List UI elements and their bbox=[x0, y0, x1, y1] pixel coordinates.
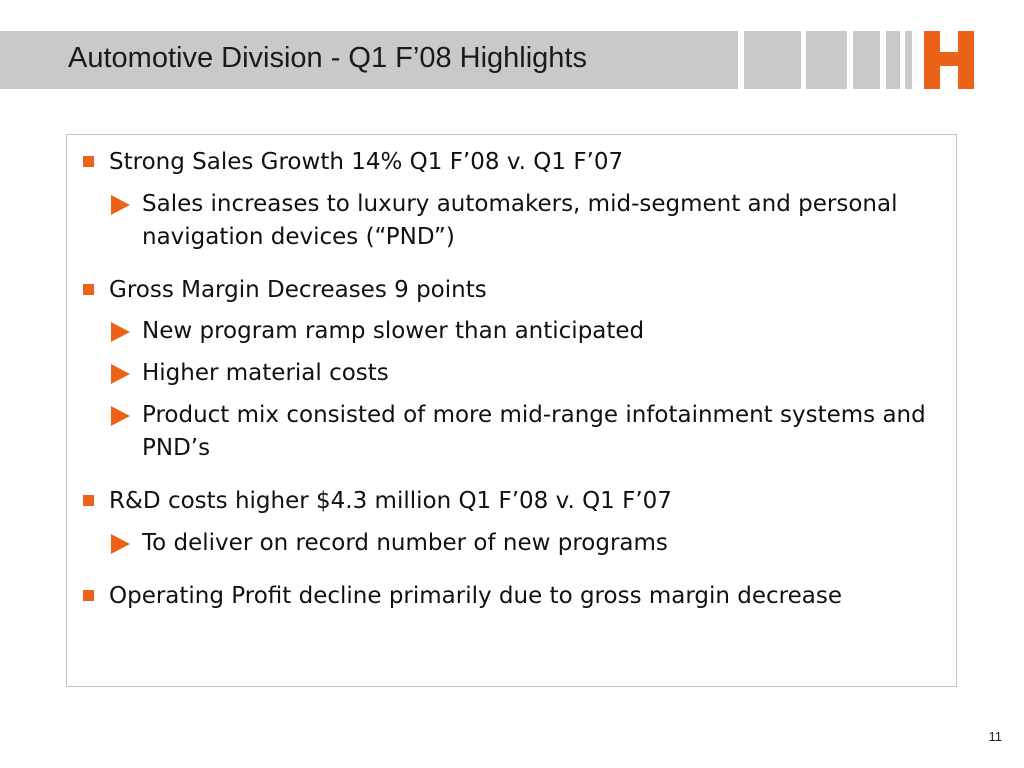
content-box bbox=[66, 134, 957, 687]
sub-bullet-text: To deliver on record number of new progr… bbox=[142, 530, 668, 556]
header-stripe bbox=[806, 31, 847, 89]
triangle-bullet-icon bbox=[111, 534, 130, 554]
bullet-text: Operating Profit decline primarily due t… bbox=[109, 583, 843, 609]
sub-bullet-item: To deliver on record number of new progr… bbox=[111, 527, 951, 560]
sub-bullet-text: Higher material costs bbox=[142, 360, 389, 386]
bullet-text: Gross Margin Decreases 9 points bbox=[109, 277, 487, 303]
sub-bullet-item: New program ramp slower than anticipated bbox=[111, 315, 951, 348]
sub-bullet-item: Higher material costs bbox=[111, 357, 951, 390]
bullet-text: Strong Sales Growth 14% Q1 F’08 v. Q1 F’… bbox=[109, 149, 624, 175]
title-bar bbox=[0, 31, 738, 89]
slide-title: Automotive Division - Q1 F’08 Highlights bbox=[68, 42, 587, 74]
sub-bullet-text: Sales increases to luxury automakers, mi… bbox=[142, 191, 898, 250]
sub-bullet-text: New program ramp slower than anticipated bbox=[142, 318, 645, 344]
harman-h-logo-icon bbox=[924, 31, 974, 89]
header-stripe bbox=[905, 31, 912, 89]
triangle-bullet-icon bbox=[111, 406, 130, 426]
triangle-bullet-icon bbox=[111, 322, 130, 342]
header-stripe bbox=[744, 31, 801, 89]
square-bullet-icon bbox=[83, 590, 94, 601]
triangle-bullet-icon bbox=[111, 364, 130, 384]
header-stripe bbox=[886, 31, 900, 89]
header-stripe bbox=[853, 31, 880, 89]
page-number: 11 bbox=[988, 729, 1003, 744]
sub-bullet-item: Sales increases to luxury automakers, mi… bbox=[111, 188, 951, 254]
bullet-text: R&D costs higher $4.3 million Q1 F’08 v.… bbox=[109, 488, 672, 514]
sub-bullet-text: Product mix consisted of more mid-range … bbox=[142, 402, 926, 461]
square-bullet-icon bbox=[83, 156, 94, 167]
triangle-bullet-icon bbox=[111, 195, 130, 215]
square-bullet-icon bbox=[83, 495, 94, 506]
sub-bullet-item: Product mix consisted of more mid-range … bbox=[111, 399, 951, 465]
square-bullet-icon bbox=[83, 284, 94, 295]
